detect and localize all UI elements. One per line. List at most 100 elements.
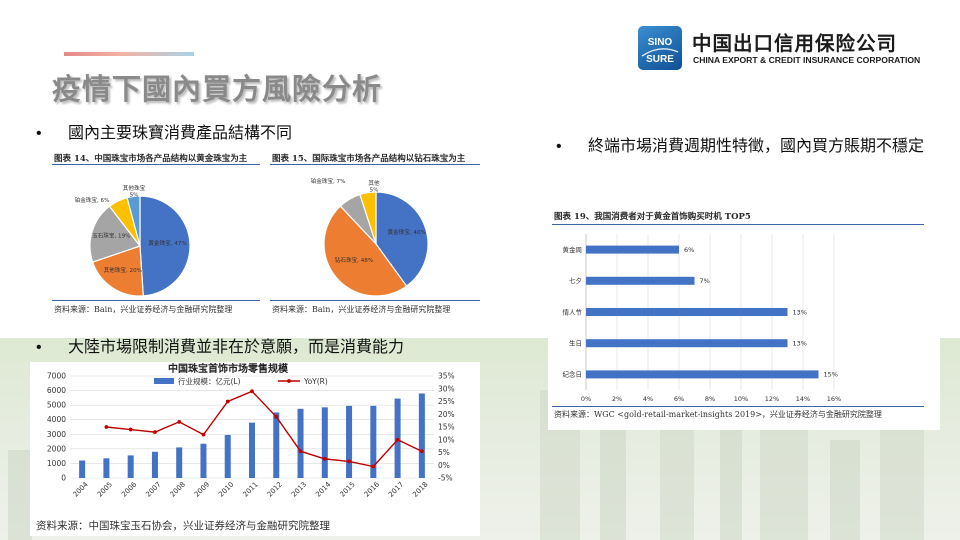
fig19-value-label-3: 13% — [793, 340, 807, 348]
pie-figures-panel: 图表 14、中国珠宝市场各产品结构以黄金珠宝为主 图表 15、国际珠宝市场各产品… — [48, 148, 486, 318]
logo-mark-line2: SURE — [646, 54, 674, 65]
retail-bar-10 — [321, 407, 328, 478]
retail-bar-14 — [418, 393, 425, 478]
retail-xtick-14: 2018 — [411, 480, 429, 498]
fig19-xtick-2: 4% — [643, 395, 653, 403]
retail-ytick-left-2: 2000 — [47, 444, 66, 453]
company-logo: SINO SURE 中国出口信用保险公司 CHINA EXPORT & CRED… — [638, 26, 938, 72]
fig15-slice-label-0: 黄金珠宝, 40% — [387, 228, 425, 236]
retail-yoy-point-11 — [347, 459, 351, 464]
retail-yoy-point-2 — [128, 427, 133, 432]
retail-ytick-left-0: 0 — [61, 474, 66, 483]
retail-yoy-point-7 — [250, 389, 254, 394]
retail-scale-panel: 中国珠宝首饰市场零售规模 0 1000 2000 3000 4000 5000 6000 700… — [30, 362, 480, 536]
retail-ytick-left-5: 5000 — [47, 401, 66, 410]
fig15-slice-label-1: 钻石珠宝, 48% — [335, 256, 373, 264]
bullet-text: 國內主要珠寶消費產品結構不同 — [68, 125, 293, 142]
fig19-title-rule — [552, 224, 924, 226]
retail-yoy-point-5 — [201, 432, 206, 437]
logo-name-cn: 中国出口信用保险公司 — [692, 33, 898, 55]
fig14-pie-chart: 黄金珠宝, 47% 其他珠宝, 20% 玉石珠宝, 19% 铂金珠宝, 6% 其他珠宝 5… — [75, 184, 191, 297]
retail-xtick-2: 2006 — [120, 480, 139, 499]
retail-bar-4 — [176, 447, 183, 478]
retail-bar-11 — [346, 405, 353, 478]
retail-xtick-4: 2008 — [169, 480, 187, 498]
retail-xtick-7: 2011 — [241, 480, 259, 498]
fig19-bar-3 — [586, 339, 788, 348]
fig19-bar-1 — [586, 276, 695, 285]
retail-ytick-left-4: 4000 — [47, 415, 66, 424]
fig19-value-label-1: 7% — [700, 277, 710, 285]
fig15-title: 图表 15、国际珠宝市场各产品结构以钻石珠宝为主 — [272, 154, 466, 164]
retail-yoy-point-12 — [371, 464, 376, 469]
retail-bar-7 — [249, 422, 255, 478]
retail-ytick-right-4: 15% — [438, 423, 455, 432]
retail-bar-8 — [273, 412, 280, 478]
retail-legend-bar-swatch — [154, 378, 174, 384]
fig19-title: 图表 19、我国消费者对于黄金首饰购买时机 TOP5 — [554, 212, 751, 222]
retail-source: 资料来源：中国珠宝玉石协会，兴业证券经济与金融研究院整理 — [36, 520, 330, 532]
fig19-value-label-4: 15% — [824, 371, 838, 379]
retail-yoy-point-8 — [274, 414, 279, 419]
retail-xtick-5: 2009 — [193, 480, 211, 498]
retail-scale-chart: 中国珠宝首饰市场零售规模 0 1000 2000 3000 4000 5000 6000 700… — [47, 362, 455, 499]
retail-xtick-6: 2010 — [217, 480, 235, 498]
fig19-xtick-4: 8% — [705, 395, 715, 403]
fig15-slice-0 — [375, 191, 429, 287]
retail-bar-0 — [79, 460, 86, 478]
retail-xtick-10: 2014 — [314, 480, 333, 499]
retail-ytick-right-2: 5% — [438, 448, 450, 457]
fig15-slice-label-3: 其他 5% — [368, 179, 380, 194]
fig14-slice-0 — [139, 195, 191, 297]
fig19-bar-chart: 0% 2% 4% 6% 8% 10% 12% 14% 16% 黄金周 6% 七夕 7% 情人节 13% 生日 1… — [563, 234, 841, 403]
fig19-bar-2 — [586, 308, 788, 316]
retail-chart-title: 中国珠宝首饰市场零售规模 — [168, 362, 289, 375]
retail-xtick-1: 2005 — [96, 480, 114, 498]
retail-ytick-right-0: -5% — [438, 474, 453, 483]
fig14-title-rule — [52, 164, 260, 166]
fig14-source: 资料来源：Bain，兴业证券经济与金融研究院整理 — [54, 305, 233, 314]
fig15-slice-3 — [359, 191, 377, 245]
bullet-text: 大陸市場限制消費並非在於意願，而是消費能力 — [68, 339, 405, 356]
fig15-source-rule — [270, 300, 480, 302]
retail-xtick-3: 2007 — [144, 480, 162, 498]
retail-ytick-left-3: 3000 — [47, 430, 66, 439]
fig14-slice-label-4: 其他珠宝 5% — [123, 184, 146, 199]
retail-yoy-point-3 — [153, 430, 157, 434]
fig15-pie-chart: 黄金珠宝, 40% 钻石珠宝, 48% 铂金珠宝, 7% 其他 5% — [311, 177, 429, 297]
retail-yoy-point-4 — [177, 420, 182, 424]
retail-yoy-point-1 — [104, 425, 109, 429]
retail-xtick-8: 2012 — [266, 480, 284, 498]
retail-ytick-left-7: 7000 — [47, 372, 66, 381]
retail-ytick-left-6: 6000 — [47, 386, 66, 395]
fig19-xtick-6: 12% — [765, 395, 779, 403]
fig19-xtick-5: 10% — [734, 395, 748, 403]
retail-ytick-right-8: 35% — [438, 372, 455, 381]
page-title: 疫情下國內買方風險分析 — [52, 74, 383, 106]
logo-name-en: CHINA EXPORT & CREDIT INSURANCE CORPORAT… — [693, 55, 921, 65]
retail-ytick-right-6: 25% — [438, 397, 455, 406]
fig19-xtick-1: 2% — [612, 395, 622, 403]
retail-bar-3 — [151, 451, 158, 478]
bullet-marker: • — [36, 125, 42, 142]
fig15-slice-1 — [323, 205, 408, 297]
fig15-title-rule — [270, 164, 480, 166]
fig14-slice-4 — [126, 195, 141, 247]
retail-bar-9 — [297, 408, 304, 478]
fig19-category-2: 情人节 — [563, 307, 583, 316]
fig19-category-3: 生日 — [569, 339, 582, 348]
fig19-source-rule — [552, 406, 924, 408]
retail-yoy-point-9 — [298, 449, 303, 454]
fig14-source-rule — [52, 300, 260, 302]
retail-ytick-right-1: 0% — [438, 461, 450, 470]
bullet-marker: • — [556, 138, 562, 155]
retail-yoy-point-14 — [419, 449, 424, 454]
fig19-source: 资料来源：WGC <gold-retail-market-insights 20… — [554, 410, 882, 419]
fig19-xtick-3: 6% — [674, 395, 684, 403]
bullet-marker: • — [36, 339, 42, 356]
logo-mark-line1: SINO — [648, 37, 673, 48]
retail-xtick-9: 2013 — [290, 480, 308, 498]
fig19-xtick-0: 0% — [581, 395, 591, 403]
fig19-panel: 图表 19、我国消费者对于黄金首饰购买时机 TOP5 0% 2% 4% 6% 8% 10%… — [548, 204, 940, 430]
fig19-category-0: 黄金周 — [563, 245, 583, 254]
